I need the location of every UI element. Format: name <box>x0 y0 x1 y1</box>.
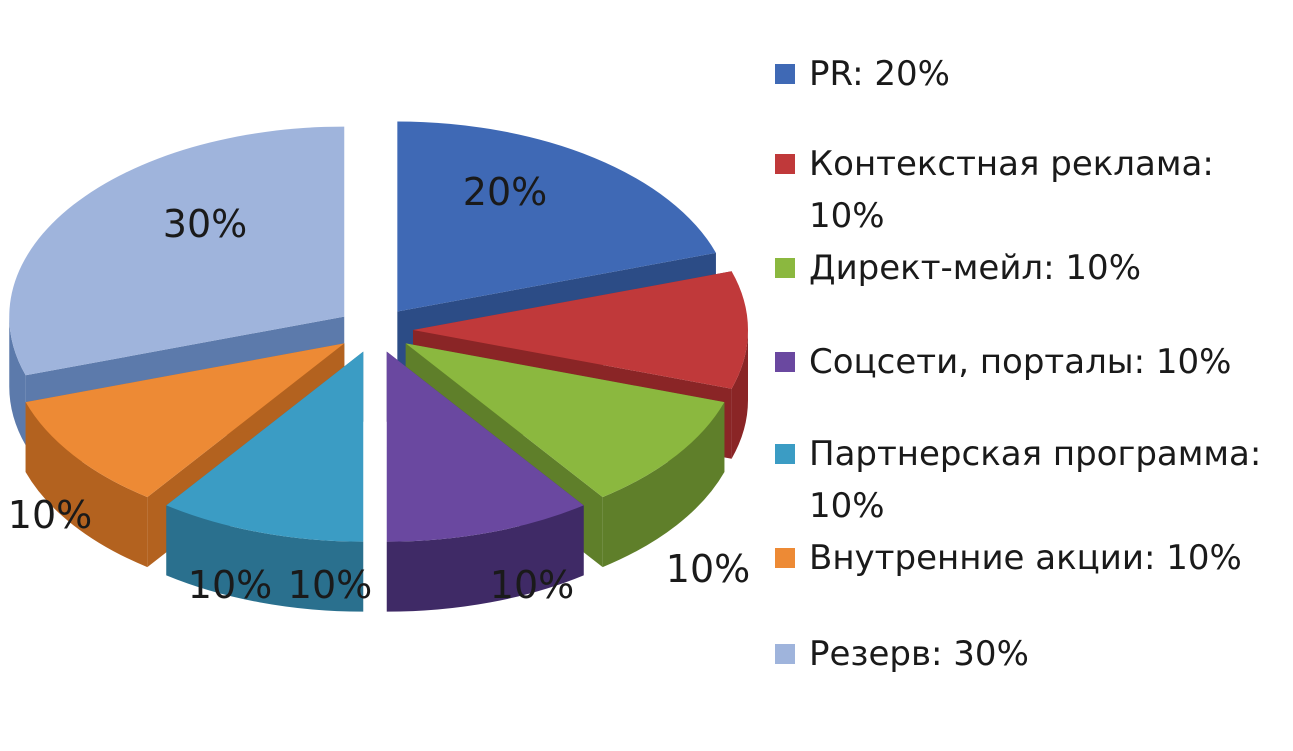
legend-label-pr: PR: 20% <box>809 54 950 94</box>
slice-label-reserve: 30% <box>163 202 247 246</box>
slice-label-internal-promo: 10% <box>8 493 92 537</box>
legend-item-social: Соцсети, порталы: 10% <box>775 336 1285 388</box>
legend-item-partner: Партнерская программа: 10% <box>775 428 1285 532</box>
legend-item-reserve: Резерв: 30% <box>775 628 1285 680</box>
legend-label-social: Соцсети, порталы: 10% <box>809 342 1232 382</box>
pie-chart: 20% 10% 10% 10% 10% 10% 30% <box>8 121 750 612</box>
slice-label-partner: 10% <box>188 563 272 607</box>
legend-item-context-ads: Контекстная реклама: 10% <box>775 138 1285 242</box>
legend-swatch-internal-promo <box>775 548 795 568</box>
chart-legend: PR: 20% Контекстная реклама: 10% Директ-… <box>775 48 1285 680</box>
pie-slice-social <box>386 351 584 612</box>
legend-swatch-social <box>775 352 795 372</box>
slice-label-pr: 20% <box>463 170 547 214</box>
legend-swatch-pr <box>775 64 795 84</box>
slice-label-social: 10% <box>288 563 372 607</box>
legend-item-internal-promo: Внутренние акции: 10% <box>775 532 1285 584</box>
legend-label-reserve: Резерв: 30% <box>809 634 1029 674</box>
legend-item-direct-mail: Директ-мейл: 10% <box>775 242 1285 294</box>
legend-swatch-reserve <box>775 644 795 664</box>
legend-label-internal-promo: Внутренние акции: 10% <box>809 538 1242 578</box>
legend-label-direct-mail: Директ-мейл: 10% <box>809 248 1141 288</box>
legend-swatch-partner <box>775 444 795 464</box>
slice-label-context-ads: 10% <box>666 547 750 591</box>
legend-swatch-context-ads <box>775 154 795 174</box>
legend-swatch-direct-mail <box>775 258 795 278</box>
pie-slice-partner <box>166 351 364 612</box>
legend-label-context-ads: Контекстная реклама: 10% <box>809 144 1214 236</box>
slice-label-direct-mail: 10% <box>490 563 574 607</box>
legend-label-partner: Партнерская программа: 10% <box>809 434 1262 526</box>
legend-item-pr: PR: 20% <box>775 48 1285 100</box>
